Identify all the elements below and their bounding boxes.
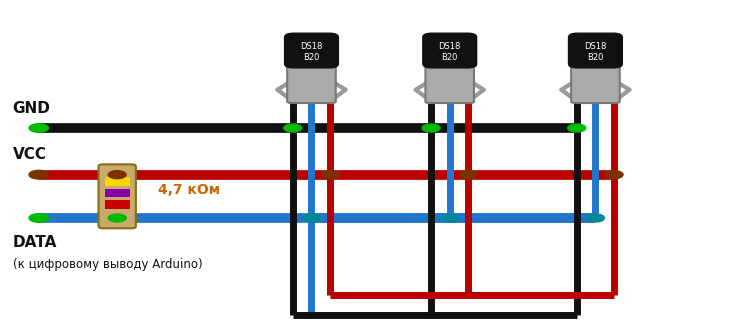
FancyBboxPatch shape [572,67,620,103]
FancyBboxPatch shape [287,67,336,103]
FancyBboxPatch shape [284,33,338,68]
Circle shape [284,124,302,132]
Circle shape [422,124,440,132]
Text: DS18
B20: DS18 B20 [300,42,322,61]
Text: VCC: VCC [13,147,46,162]
Circle shape [108,214,126,222]
Text: DS18
B20: DS18 B20 [584,42,607,61]
FancyBboxPatch shape [98,164,136,228]
FancyBboxPatch shape [302,60,321,68]
Circle shape [108,171,126,179]
Text: (к цифровому выводу Arduino): (к цифровому выводу Arduino) [13,258,202,271]
FancyBboxPatch shape [440,60,459,68]
Circle shape [568,124,586,132]
Circle shape [29,124,49,132]
FancyBboxPatch shape [425,67,474,103]
Circle shape [302,214,320,222]
Circle shape [586,214,604,222]
Circle shape [321,171,339,179]
FancyBboxPatch shape [104,177,130,186]
Circle shape [29,214,49,222]
FancyBboxPatch shape [104,188,130,197]
Circle shape [460,171,477,179]
Circle shape [441,214,459,222]
Circle shape [605,171,623,179]
FancyBboxPatch shape [423,33,476,68]
Text: DATA: DATA [13,235,57,250]
Circle shape [29,170,49,179]
Text: GND: GND [13,100,50,116]
FancyBboxPatch shape [568,33,622,68]
Text: 4,7 кОм: 4,7 кОм [158,183,220,197]
FancyBboxPatch shape [104,200,130,209]
FancyBboxPatch shape [586,60,604,68]
Text: DS18
B20: DS18 B20 [439,42,461,61]
